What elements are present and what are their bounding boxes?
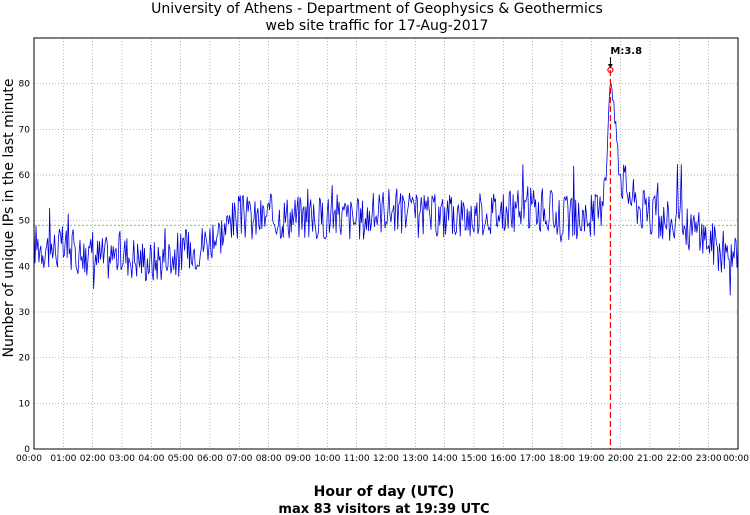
x-tick-label: 16:00 xyxy=(490,454,516,464)
x-tick-label: 06:00 xyxy=(197,454,223,464)
event-label: M:3.8 xyxy=(610,46,642,57)
x-tick-label: 09:00 xyxy=(285,454,311,464)
chart-subtitle: max 83 visitors at 19:39 UTC xyxy=(278,502,489,515)
x-tick-label: 05:00 xyxy=(168,454,194,464)
event-marker: M:3.8 xyxy=(607,46,642,449)
x-tick-label: 15:00 xyxy=(461,454,487,464)
y-tick-label: 10 xyxy=(19,399,31,409)
x-tick-label: 17:00 xyxy=(520,454,546,464)
y-axis-label: Number of unique IPs in the last minute xyxy=(1,79,17,358)
y-tick-label: 50 xyxy=(19,217,31,227)
event-arrow-head xyxy=(607,63,613,68)
chart-title-line-2: web site traffic for 17-Aug-2017 xyxy=(266,18,489,34)
x-tick-label: 22:00 xyxy=(666,454,692,464)
x-tick-labels: 00:00 01:00 02:00 03:00 04:00 05:00 06:00 07:00… xyxy=(16,454,749,464)
grid-lines xyxy=(34,38,738,449)
x-tick-label: 13:00 xyxy=(402,454,428,464)
x-axis-label: Hour of day (UTC) xyxy=(314,484,455,500)
x-tick-label: 10:00 xyxy=(314,454,340,464)
x-tick-label: 19:00 xyxy=(578,454,604,464)
x-tick-label: 02:00 xyxy=(80,454,106,464)
x-tick-label: 07:00 xyxy=(226,454,252,464)
x-tick-label: 00:00 xyxy=(723,454,749,464)
x-tick-label: 01:00 xyxy=(50,454,76,464)
x-tick-label: 11:00 xyxy=(344,454,370,464)
y-tick-label: 60 xyxy=(19,171,31,181)
x-tick-label: 14:00 xyxy=(432,454,458,464)
x-tick-label: 08:00 xyxy=(256,454,282,464)
x-tick-label: 04:00 xyxy=(138,454,164,464)
series-line xyxy=(33,83,739,296)
y-tick-label: 0 xyxy=(24,445,30,455)
x-tick-label: 00:00 xyxy=(16,454,42,464)
y-tick-label: 40 xyxy=(19,262,31,272)
x-tick-label: 21:00 xyxy=(637,454,663,464)
x-tick-label: 18:00 xyxy=(549,454,575,464)
y-tick-label: 30 xyxy=(19,308,31,318)
y-tick-label: 20 xyxy=(19,354,31,364)
x-tick-label: 23:00 xyxy=(696,454,722,464)
x-tick-label: 03:00 xyxy=(109,454,135,464)
y-tick-labels: 0 10 20 30 40 50 60 70 80 xyxy=(19,80,31,455)
plot-frame xyxy=(33,37,739,450)
y-tick-label: 70 xyxy=(19,125,31,135)
x-tick-label: 12:00 xyxy=(373,454,399,464)
chart-title-line-1: University of Athens - Department of Geo… xyxy=(151,1,603,17)
x-tick-label: 20:00 xyxy=(608,454,634,464)
y-tick-label: 80 xyxy=(19,80,31,90)
traffic-series xyxy=(33,83,739,296)
